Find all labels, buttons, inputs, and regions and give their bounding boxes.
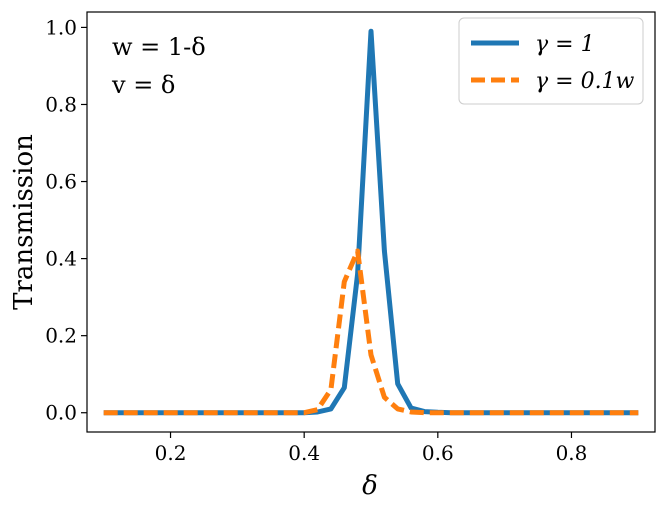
y-axis-label: Transmission	[9, 134, 39, 310]
y-tick-label: 1.0	[45, 15, 77, 39]
x-tick-label: 0.6	[422, 441, 454, 465]
annotation-v: v = δ	[111, 71, 175, 99]
plot-frame	[86, 11, 656, 433]
legend: γ = 1 γ = 0.1w	[458, 17, 644, 105]
x-axis-label: δ	[362, 471, 378, 501]
y-tick-label: 0.6	[45, 170, 77, 194]
x-tick-label: 0.4	[288, 441, 320, 465]
legend-label-gamma-1: γ = 1	[535, 32, 595, 57]
y-tick-label: 0.2	[45, 324, 77, 348]
y-tick-label: 0.8	[45, 92, 77, 116]
legend-label-gamma-01w: γ = 0.1w	[535, 69, 635, 94]
series-lines	[103, 28, 639, 416]
x-tick-label: 0.8	[556, 441, 588, 465]
y-axis-ticks: 0.0 0.2 0.4 0.6 0.8 1.0	[45, 15, 87, 425]
series-line-gamma-01w	[103, 248, 639, 416]
y-tick-label: 0.4	[45, 247, 77, 271]
y-tick-label: 0.0	[45, 401, 77, 425]
annotation-w: w = 1-δ	[112, 33, 206, 61]
x-axis-ticks: 0.2 0.4 0.6 0.8	[155, 432, 588, 465]
x-tick-label: 0.2	[155, 441, 187, 465]
